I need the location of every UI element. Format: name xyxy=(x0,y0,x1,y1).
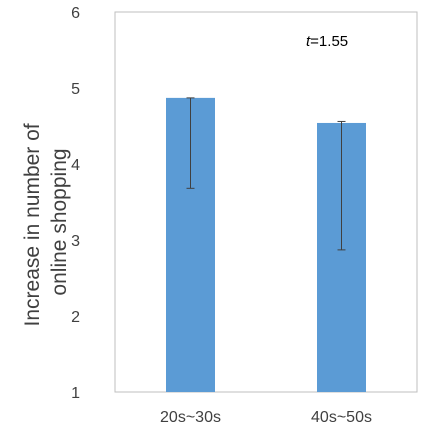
bars xyxy=(166,97,366,393)
y-axis-ticks: 1 2 3 4 5 6 xyxy=(71,5,80,402)
y-axis-title-line-1: Increase in number of xyxy=(21,123,44,326)
x-tick-label-20s~30s: 20s~30s xyxy=(160,409,221,426)
y-axis-title: Increase in number of online shopping xyxy=(21,118,71,327)
t-statistic-annotation: t=1.55 xyxy=(306,33,348,50)
y-tick-label-1: 1 xyxy=(71,385,80,402)
y-tick-label-3: 3 xyxy=(71,233,80,250)
error-bar-20s~30s xyxy=(186,97,195,189)
t-symbol: t xyxy=(306,33,311,50)
y-axis-title-line-2: online shopping xyxy=(48,148,71,295)
x-axis-ticks: 20s~30s 40s~50s xyxy=(160,409,372,426)
t-value: =1.55 xyxy=(310,33,348,50)
y-tick-label-2: 2 xyxy=(71,309,80,326)
error-bar-40s~50s xyxy=(337,120,346,251)
error-bars xyxy=(186,97,346,251)
plot-frame xyxy=(114,11,418,393)
y-tick-label-6: 6 xyxy=(71,5,80,22)
y-tick-label-5: 5 xyxy=(71,81,80,98)
x-tick-label-40s~50s: 40s~50s xyxy=(311,409,372,426)
y-tick-label-4: 4 xyxy=(71,157,80,174)
